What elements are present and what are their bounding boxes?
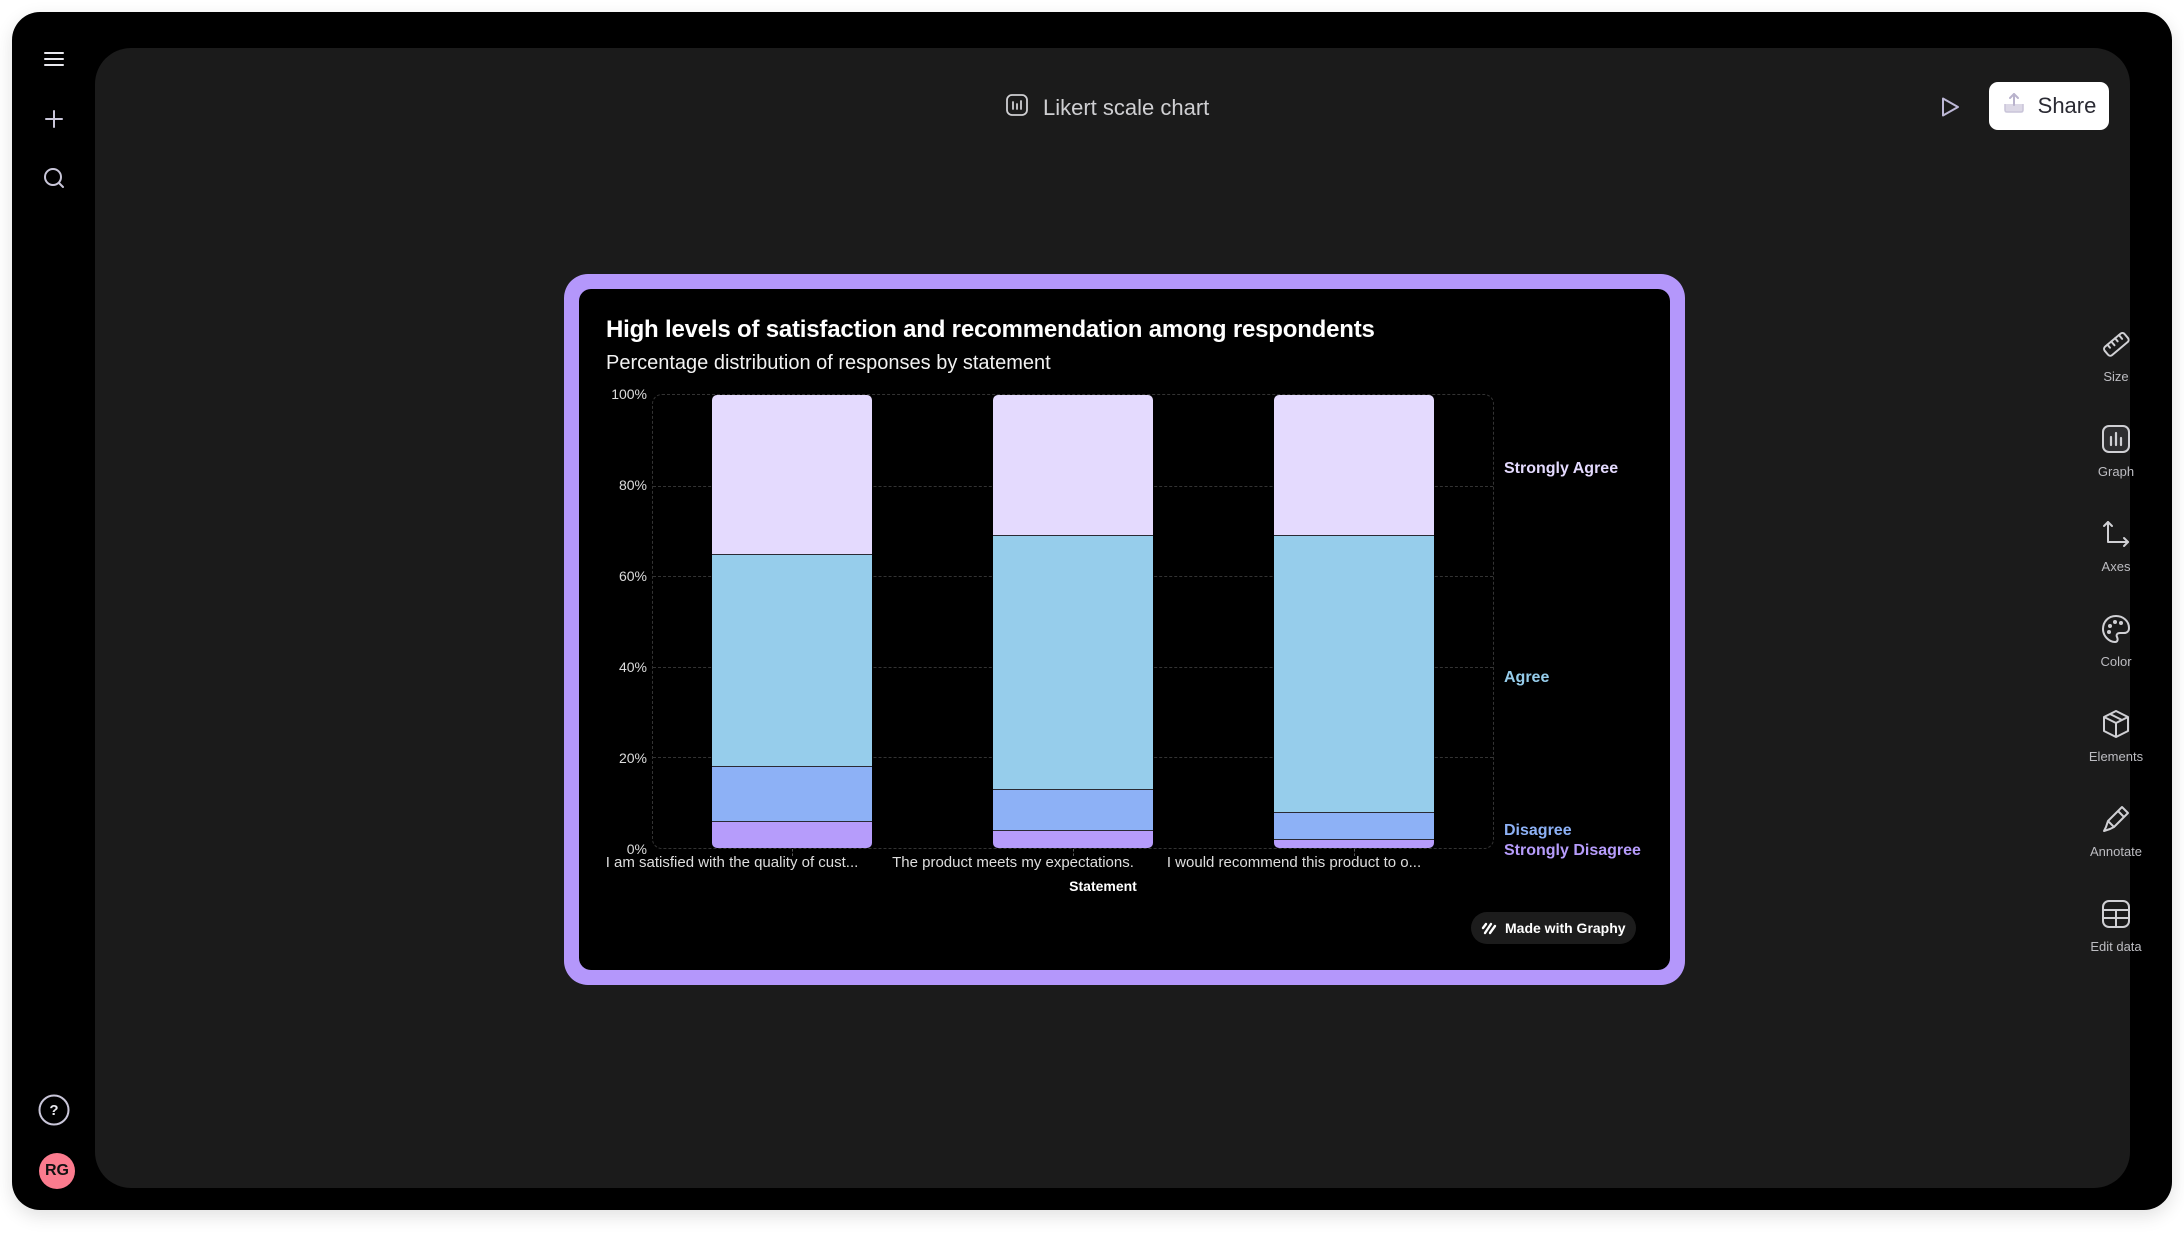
axes-icon: [2100, 518, 2132, 559]
bar-segment-strongly-agree[interactable]: [712, 395, 872, 554]
toolbar-elements[interactable]: Elements: [2068, 708, 2164, 788]
legend-agree[interactable]: Agree: [1504, 669, 1550, 686]
app-window: ? RG Likert scale chart Share Si: [12, 12, 2172, 1210]
bar-statement-3[interactable]: [1274, 395, 1434, 848]
cube-icon: [2100, 708, 2132, 749]
x-tick-label: I am satisfied with the quality of cust.…: [605, 854, 859, 871]
toolbar-edit-data[interactable]: Edit data: [2068, 898, 2164, 978]
legend-strongly-agree[interactable]: Strongly Agree: [1504, 460, 1619, 477]
upload-icon: [2002, 91, 2026, 121]
document-title-text: Likert scale chart: [1043, 95, 1210, 120]
toolbar-axes[interactable]: Axes: [2068, 518, 2164, 598]
bar-segment-disagree[interactable]: [993, 789, 1153, 830]
y-tick: 20%: [618, 750, 647, 766]
x-tick-mark: [1354, 849, 1355, 856]
legend-disagree[interactable]: Disagree: [1504, 822, 1572, 839]
play-icon: [1939, 95, 1961, 124]
bar-segment-agree[interactable]: [993, 535, 1153, 790]
toolbar-color-label: Color: [2100, 654, 2132, 669]
search-icon[interactable]: [38, 162, 70, 194]
bar-segment-strongly-agree[interactable]: [1274, 395, 1434, 536]
bar-segment-strongly-disagree[interactable]: [1274, 838, 1434, 848]
bar-chart-icon: [2100, 423, 2132, 464]
avatar[interactable]: RG: [39, 1153, 75, 1189]
svg-text:?: ?: [49, 1102, 58, 1119]
x-axis-title: Statement: [1069, 878, 1137, 894]
share-label: Share: [2037, 93, 2097, 118]
palette-icon: [2100, 613, 2132, 654]
bar-segment-strongly-disagree[interactable]: [993, 829, 1153, 848]
x-tick-mark: [792, 849, 793, 856]
toolbar-size-label: Size: [2103, 369, 2129, 384]
toolbar-annotate-label: Annotate: [2089, 844, 2143, 859]
y-tick: 60%: [618, 568, 647, 584]
plus-icon[interactable]: [38, 103, 70, 135]
toolbar-annotate[interactable]: Annotate: [2068, 803, 2164, 883]
pen-icon: [2100, 803, 2132, 844]
chart-title: High levels of satisfaction and recommen…: [606, 316, 1375, 343]
y-tick: 100%: [611, 386, 647, 402]
bar-statement-1[interactable]: [712, 395, 872, 848]
bar-statement-2[interactable]: [993, 395, 1153, 848]
bar-segment-disagree[interactable]: [1274, 811, 1434, 839]
y-tick: 40%: [618, 659, 647, 675]
made-with-graphy-badge[interactable]: Made with Graphy: [1471, 912, 1636, 944]
toolbar-edit-data-label: Edit data: [2090, 939, 2142, 954]
bar-segment-agree[interactable]: [1274, 535, 1434, 812]
main-canvas: Likert scale chart Share Size Graph: [95, 48, 2143, 1188]
play-button[interactable]: [1933, 92, 1967, 126]
toolbar-graph[interactable]: Graph: [2068, 423, 2164, 503]
left-sidebar: ? RG: [12, 12, 95, 1210]
table-icon: [2100, 898, 2132, 939]
y-axis: 100% 80% 60% 40% 20% 0%: [579, 386, 647, 857]
legend-strongly-disagree[interactable]: Strongly Disagree: [1504, 842, 1641, 859]
plot-area: [652, 394, 1494, 856]
share-button[interactable]: Share: [1989, 82, 2109, 130]
chart-card[interactable]: High levels of satisfaction and recommen…: [564, 274, 1685, 985]
bar-segment-strongly-disagree[interactable]: [712, 820, 872, 848]
toolbar-size[interactable]: Size: [2068, 328, 2164, 408]
y-tick: 0%: [626, 841, 647, 857]
x-tick-mark: [1073, 849, 1074, 856]
ruler-icon: [2100, 328, 2132, 369]
y-tick: 80%: [618, 477, 647, 493]
toolbar-color[interactable]: Color: [2068, 613, 2164, 693]
badge-label: Made with Graphy: [1505, 920, 1626, 936]
toolbar-axes-label: Axes: [2101, 559, 2131, 574]
chart-canvas: High levels of satisfaction and recommen…: [579, 289, 1670, 970]
chart-icon: [1005, 93, 1029, 123]
graphy-logo-icon: [1481, 919, 1497, 938]
chart-subtitle: Percentage distribution of responses by …: [606, 352, 1051, 374]
bar-segment-strongly-agree[interactable]: [993, 395, 1153, 536]
bar-segment-agree[interactable]: [712, 553, 872, 767]
x-tick-label: The product meets my expectations.: [892, 854, 1134, 871]
toolbar-graph-label: Graph: [2097, 464, 2135, 479]
hamburger-icon[interactable]: [38, 43, 70, 75]
x-tick-label: I would recommend this product to o...: [1166, 854, 1422, 871]
help-icon[interactable]: ?: [38, 1094, 70, 1126]
bar-segment-disagree[interactable]: [712, 766, 872, 821]
document-title[interactable]: Likert scale chart: [1005, 88, 1209, 128]
toolbar-elements-label: Elements: [2088, 749, 2144, 764]
